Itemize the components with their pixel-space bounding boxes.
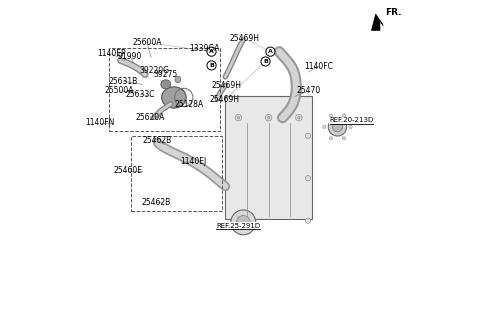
Circle shape bbox=[265, 114, 272, 121]
Circle shape bbox=[328, 118, 347, 136]
Text: 1140EJ: 1140EJ bbox=[180, 157, 207, 166]
Text: 25470: 25470 bbox=[297, 86, 321, 95]
Circle shape bbox=[261, 57, 270, 66]
Text: A: A bbox=[209, 49, 214, 54]
Text: 25620A: 25620A bbox=[136, 112, 165, 122]
Ellipse shape bbox=[162, 87, 186, 108]
Bar bbox=[108, 48, 220, 131]
Polygon shape bbox=[372, 14, 383, 30]
Circle shape bbox=[305, 133, 311, 138]
Circle shape bbox=[207, 61, 216, 70]
Text: 25469H: 25469H bbox=[210, 95, 240, 104]
Circle shape bbox=[267, 116, 270, 119]
Text: FR.: FR. bbox=[385, 8, 402, 17]
Circle shape bbox=[342, 114, 346, 117]
Circle shape bbox=[237, 215, 250, 229]
Circle shape bbox=[237, 116, 240, 119]
Circle shape bbox=[207, 47, 216, 56]
Circle shape bbox=[349, 125, 352, 129]
Circle shape bbox=[329, 114, 333, 117]
Text: 1140EP: 1140EP bbox=[97, 49, 126, 59]
Text: 25462B: 25462B bbox=[141, 198, 170, 207]
Circle shape bbox=[329, 137, 333, 140]
Circle shape bbox=[231, 210, 256, 235]
Text: 25469H: 25469H bbox=[230, 34, 260, 43]
Text: 1339GA: 1339GA bbox=[189, 44, 219, 53]
Text: 25469H: 25469H bbox=[212, 81, 242, 90]
Text: 25500A: 25500A bbox=[104, 86, 134, 95]
Text: 25460E: 25460E bbox=[113, 166, 142, 175]
Text: 25600A: 25600A bbox=[132, 38, 162, 47]
Text: B: B bbox=[263, 59, 268, 64]
Circle shape bbox=[235, 114, 241, 121]
Ellipse shape bbox=[175, 76, 181, 83]
Ellipse shape bbox=[161, 80, 171, 89]
Text: 39220G: 39220G bbox=[139, 66, 169, 75]
Text: B: B bbox=[209, 63, 214, 68]
Circle shape bbox=[323, 125, 326, 129]
Circle shape bbox=[266, 47, 275, 56]
Text: 39275: 39275 bbox=[153, 70, 178, 79]
Text: 1140FC: 1140FC bbox=[304, 61, 333, 71]
Circle shape bbox=[298, 116, 300, 119]
Text: A: A bbox=[268, 49, 273, 54]
Text: 25633C: 25633C bbox=[126, 90, 156, 99]
Circle shape bbox=[305, 176, 311, 181]
Text: 91990: 91990 bbox=[118, 52, 142, 61]
Circle shape bbox=[296, 114, 302, 121]
Text: REF.25-291D: REF.25-291D bbox=[216, 223, 260, 229]
Circle shape bbox=[342, 137, 346, 140]
Text: 25631B: 25631B bbox=[108, 77, 138, 86]
Bar bbox=[225, 96, 312, 219]
Text: 25128A: 25128A bbox=[174, 100, 204, 109]
Text: 25462B: 25462B bbox=[143, 136, 172, 145]
Circle shape bbox=[305, 218, 311, 223]
Text: REF.20-213D: REF.20-213D bbox=[329, 117, 373, 123]
Bar bbox=[132, 136, 222, 211]
Text: 1140FN: 1140FN bbox=[85, 118, 115, 127]
Circle shape bbox=[333, 122, 343, 132]
